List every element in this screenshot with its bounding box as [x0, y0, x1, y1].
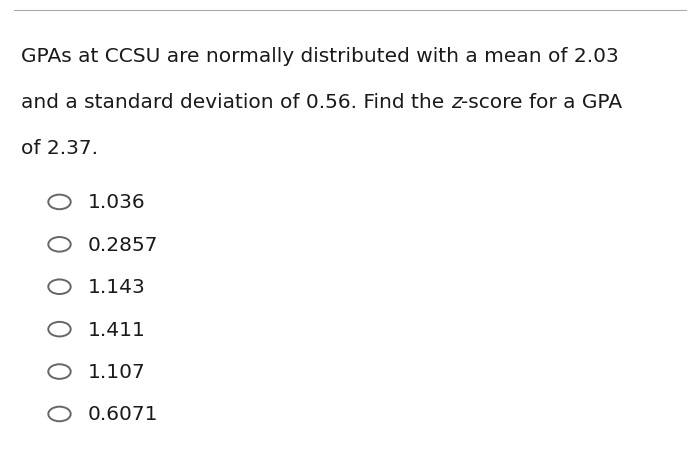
Text: -score for a GPA: -score for a GPA: [461, 93, 622, 112]
Text: 1.411: 1.411: [88, 320, 146, 339]
Text: of 2.37.: of 2.37.: [21, 138, 98, 157]
Text: and a standard deviation of 0.56. Find the: and a standard deviation of 0.56. Find t…: [21, 93, 451, 112]
Text: 1.143: 1.143: [88, 278, 146, 297]
Text: 1.107: 1.107: [88, 362, 146, 381]
Text: z: z: [451, 93, 461, 112]
Text: GPAs at CCSU are normally distributed with a mean of 2.03: GPAs at CCSU are normally distributed wi…: [21, 47, 619, 66]
Text: 1.036: 1.036: [88, 193, 145, 212]
Text: 0.2857: 0.2857: [88, 235, 158, 254]
Text: 0.6071: 0.6071: [88, 404, 158, 424]
